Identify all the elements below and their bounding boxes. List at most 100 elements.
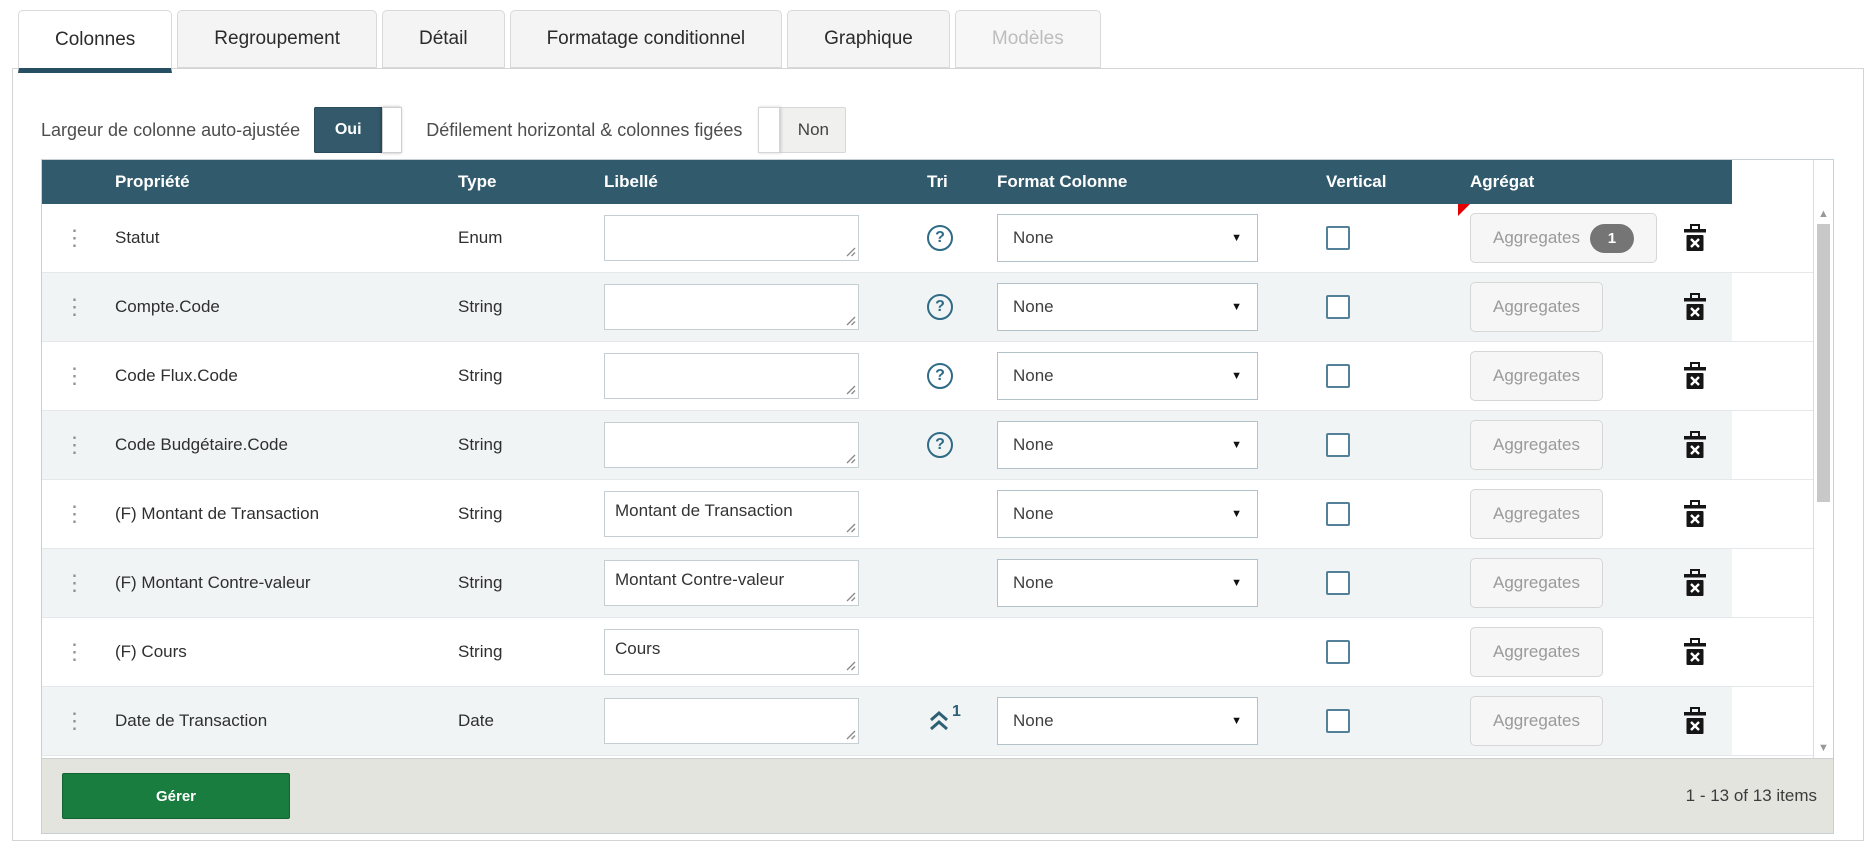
table-row: ⋮ Date de Transaction Date 1 — [42, 687, 1814, 756]
aggregates-button[interactable]: Aggregates — [1470, 282, 1603, 332]
delete-row-button[interactable] — [1682, 706, 1708, 736]
property-type: String — [458, 573, 503, 592]
header-agregat: Agrégat — [1470, 172, 1535, 191]
delete-row-button[interactable] — [1682, 361, 1708, 391]
trash-icon — [1684, 224, 1706, 251]
header-type: Type — [458, 172, 497, 191]
vertical-checkbox[interactable] — [1326, 709, 1350, 733]
sort-order-index: 1 — [952, 703, 961, 720]
vertical-checkbox[interactable] — [1326, 640, 1350, 664]
label-input[interactable] — [604, 215, 859, 261]
label-input[interactable] — [604, 284, 859, 330]
auto-width-toggle[interactable]: Oui — [314, 107, 403, 153]
freeze-columns-toggle[interactable]: Non — [758, 107, 847, 153]
tab-colonnes[interactable]: Colonnes — [18, 10, 173, 73]
format-selected-value: None — [1013, 366, 1054, 385]
vertical-checkbox[interactable] — [1326, 364, 1350, 388]
format-colonne-select[interactable]: None ▼ — [997, 352, 1258, 400]
manage-button[interactable]: Gérer — [62, 773, 290, 819]
aggregates-button[interactable]: Aggregates — [1470, 627, 1603, 677]
grid-body: ⋮ Statut Enum ? None ▼ — [42, 204, 1814, 760]
chevron-down-icon: ▼ — [1231, 715, 1242, 727]
delete-row-button[interactable] — [1682, 292, 1708, 322]
help-icon[interactable]: ? — [927, 432, 953, 458]
toggle-knob — [758, 107, 781, 153]
chevron-down-icon: ▼ — [1231, 508, 1242, 520]
format-selected-value: None — [1013, 573, 1054, 592]
chevron-down-icon: ▼ — [1231, 232, 1242, 244]
label-input[interactable]: Montant de Transaction — [604, 491, 859, 537]
delete-row-button[interactable] — [1682, 637, 1708, 667]
delete-row-button[interactable] — [1682, 430, 1708, 460]
format-colonne-select[interactable]: None ▼ — [997, 559, 1258, 607]
format-colonne-select[interactable]: None ▼ — [997, 214, 1258, 262]
drag-handle-icon[interactable]: ⋮ — [63, 294, 86, 319]
format-selected-value: None — [1013, 435, 1054, 454]
help-icon[interactable]: ? — [927, 363, 953, 389]
aggregates-button[interactable]: Aggregates — [1470, 420, 1603, 470]
vertical-checkbox[interactable] — [1326, 226, 1350, 250]
trash-icon — [1684, 431, 1706, 458]
header-tri: Tri — [927, 172, 948, 191]
grid-options-bar: Largeur de colonne auto-ajustée Oui Défi… — [41, 107, 847, 153]
format-colonne-select[interactable]: None ▼ — [997, 421, 1258, 469]
vertical-checkbox[interactable] — [1326, 433, 1350, 457]
property-type: Date — [458, 711, 494, 730]
tab-graphique[interactable]: Graphique — [787, 10, 950, 68]
aggregates-button[interactable]: Aggregates — [1470, 351, 1603, 401]
format-colonne-select[interactable]: None ▼ — [997, 490, 1258, 538]
label-input[interactable] — [604, 353, 859, 399]
freeze-columns-toggle-value: Non — [797, 120, 829, 139]
property-name: Statut — [115, 228, 160, 247]
aggregates-button[interactable]: Aggregates — [1470, 489, 1603, 539]
tab-modeles: Modèles — [954, 10, 1101, 68]
sort-ascending-icon[interactable]: 1 — [927, 703, 961, 732]
drag-handle-icon[interactable]: ⋮ — [63, 225, 86, 250]
drag-handle-icon[interactable]: ⋮ — [63, 639, 86, 664]
help-icon[interactable]: ? — [927, 225, 953, 251]
table-row: ⋮ (F) Montant de Transaction String Mont… — [42, 480, 1814, 549]
drag-handle-icon[interactable]: ⋮ — [63, 570, 86, 595]
tab-detail[interactable]: Détail — [381, 10, 505, 68]
drag-handle-icon[interactable]: ⋮ — [63, 432, 86, 457]
label-input[interactable]: Cours — [604, 629, 859, 675]
drag-handle-icon[interactable]: ⋮ — [63, 501, 86, 526]
label-input[interactable] — [604, 422, 859, 468]
vertical-scrollbar[interactable]: ▲ ▼ — [1813, 160, 1833, 760]
property-type: Enum — [458, 228, 503, 247]
vertical-checkbox[interactable] — [1326, 295, 1350, 319]
label-input[interactable]: Montant Contre-valeur — [604, 560, 859, 606]
help-icon[interactable]: ? — [927, 294, 953, 320]
trash-icon — [1684, 500, 1706, 527]
scrollbar-thumb[interactable] — [1817, 224, 1830, 502]
drag-handle-icon[interactable]: ⋮ — [63, 363, 86, 388]
format-colonne-select[interactable]: None ▼ — [997, 697, 1258, 745]
chevron-down-icon: ▼ — [1231, 439, 1242, 451]
property-name: Code Budgétaire.Code — [115, 435, 288, 454]
aggregates-button[interactable]: Aggregates — [1470, 696, 1603, 746]
vertical-checkbox[interactable] — [1326, 502, 1350, 526]
property-type: String — [458, 435, 503, 454]
delete-row-button[interactable] — [1682, 223, 1708, 253]
auto-width-label: Largeur de colonne auto-ajustée — [41, 119, 301, 140]
scroll-up-icon[interactable]: ▲ — [1818, 208, 1829, 220]
vertical-checkbox[interactable] — [1326, 571, 1350, 595]
scroll-down-icon[interactable]: ▼ — [1818, 742, 1829, 754]
label-input[interactable] — [604, 698, 859, 744]
tab-regroupement[interactable]: Regroupement — [177, 10, 377, 68]
aggregates-button[interactable]: Aggregates — [1470, 558, 1603, 608]
freeze-columns-label: Défilement horizontal & colonnes figées — [426, 119, 743, 140]
delete-row-button[interactable] — [1682, 499, 1708, 529]
property-type: String — [458, 366, 503, 385]
delete-row-button[interactable] — [1682, 568, 1708, 598]
format-colonne-select[interactable]: None ▼ — [997, 283, 1258, 331]
tab-formatage-conditionnel[interactable]: Formatage conditionnel — [509, 10, 783, 68]
tab-bar: Colonnes Regroupement Détail Formatage c… — [18, 10, 1101, 73]
trash-icon — [1684, 293, 1706, 320]
table-row: ⋮ (F) Cours String Cours Aggregates — [42, 618, 1814, 687]
header-drag-column — [42, 160, 107, 204]
header-libelle: Libellé — [604, 172, 658, 191]
aggregates-button[interactable]: Aggregates 1 — [1470, 213, 1657, 263]
property-type: String — [458, 504, 503, 523]
drag-handle-icon[interactable]: ⋮ — [63, 708, 86, 733]
